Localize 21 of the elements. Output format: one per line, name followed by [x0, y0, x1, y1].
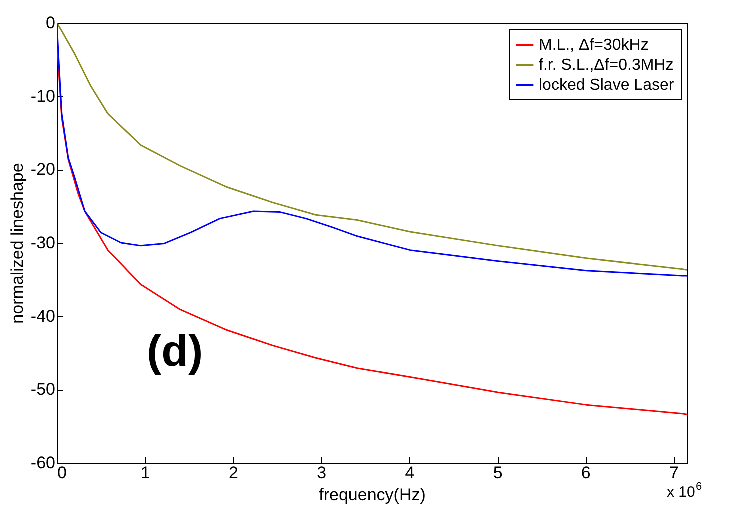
y-tick-label: -40 — [30, 306, 56, 326]
legend-label: f.r. S.L.,Δf=0.3MHz — [539, 57, 674, 74]
x-tick-label: 4 — [405, 464, 415, 482]
x-tick-label: 6 — [581, 464, 591, 482]
legend-label: locked Slave Laser — [539, 77, 675, 94]
y-tick-label: -10 — [30, 86, 56, 106]
y-tick-label: 0 — [46, 14, 56, 32]
y-tick-label: -50 — [30, 380, 56, 400]
x-tick-label: 2 — [228, 464, 238, 482]
x-axis-title: frequency(Hz) — [319, 486, 426, 504]
x-tick-label: 3 — [317, 464, 327, 482]
y-axis-title: normalized lineshape — [8, 163, 27, 324]
y-tick-label: -30 — [30, 234, 56, 252]
y-tick-label: -20 — [30, 160, 56, 180]
x-tick-label: 7 — [670, 464, 680, 482]
annotation: (d) — [147, 327, 204, 376]
x-tick-label: 0 — [58, 464, 67, 482]
x-tick-label: 1 — [140, 464, 150, 482]
legend-label: M.L., Δf=30kHz — [539, 37, 649, 54]
y-tick-label: -60 — [30, 454, 56, 472]
x-tick-label: 5 — [493, 464, 503, 482]
